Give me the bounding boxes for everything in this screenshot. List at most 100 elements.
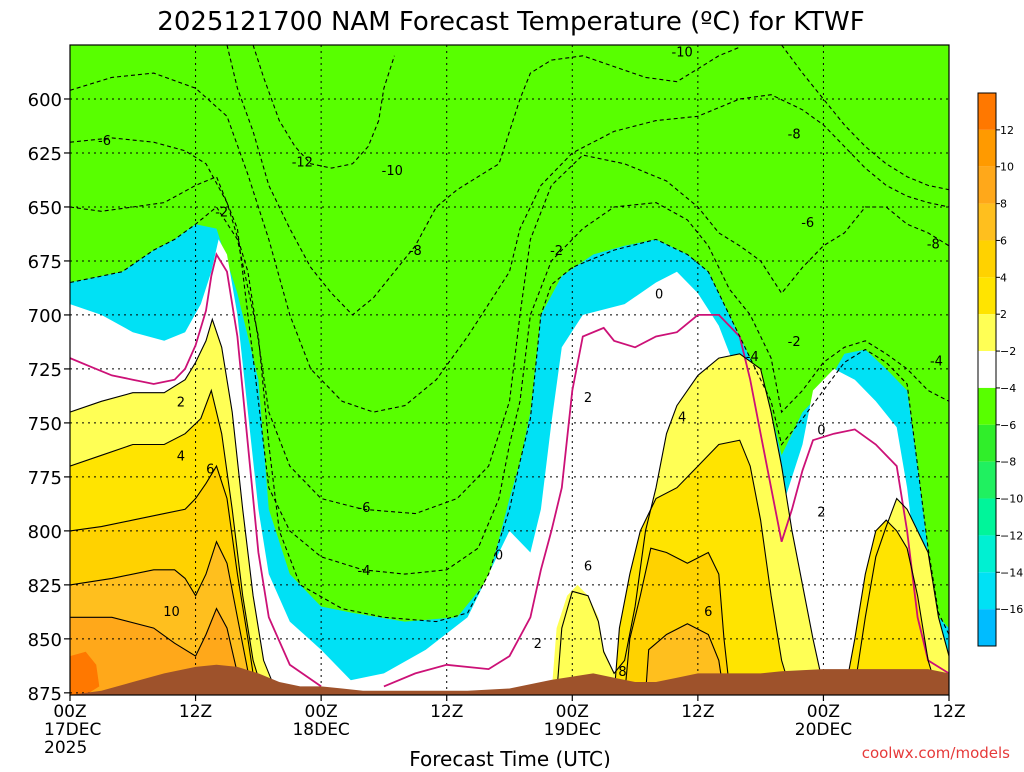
y-tick-label-3: 675 [28, 252, 62, 273]
contour-line-19 [70, 607, 244, 695]
colorbar-segment-12 [978, 572, 996, 610]
contour-line-14 [843, 519, 940, 695]
y-tick-label-6: 750 [28, 414, 62, 435]
colorbar-label-12: −14 [1000, 566, 1023, 579]
y-axis: 600 625 650 675 700 725 750 775 800 825 850 875 [28, 90, 70, 705]
y-tick-label-0: 600 [28, 90, 62, 111]
contour-label-18: 4 [177, 449, 185, 464]
contour-label-3: -10 [382, 164, 403, 179]
y-tick-label-1: 625 [28, 144, 62, 165]
colorbar-label-3: 6 [1000, 234, 1007, 247]
terrain-ground [70, 664, 949, 695]
y-tick-label-11: 875 [28, 684, 62, 705]
colorbar-label-13: −16 [1000, 603, 1023, 616]
contour-line-5 [70, 72, 949, 413]
temperature-band-13-0 [70, 651, 100, 695]
contour-line-13 [613, 439, 793, 695]
contour-label-5: -2 [215, 205, 228, 220]
contour-line-7 [781, 45, 949, 191]
colorbar-label-11: −12 [1000, 529, 1023, 542]
colorbar-segment-0 [978, 129, 996, 167]
contour-line-4 [70, 137, 949, 515]
contour-label-11: -4 [746, 350, 759, 365]
colorbar-label-10: −10 [1000, 493, 1023, 506]
colorbar-segment-11 [978, 535, 996, 573]
plot-frame [69, 44, 950, 696]
contour-label-25: 10 [163, 605, 180, 620]
colorbar-segment-9 [978, 461, 996, 499]
x-tick-label-2-1: 18DEC [292, 720, 349, 740]
contour-label-0: -10 [672, 45, 693, 60]
x-tick-label-6-0: 00Z [807, 702, 840, 722]
contour-line-15 [70, 464, 257, 695]
colorbar-segment-10 [978, 498, 996, 536]
credit-text: coolwx.com/models [862, 744, 1010, 762]
contour-line-10 [556, 353, 824, 695]
contour-line-6 [226, 45, 740, 316]
contour-label-13: -4 [930, 354, 943, 369]
contour-label-15: 2 [584, 391, 592, 406]
y-tick-label-4: 700 [28, 306, 62, 327]
chart-title: 2025121700 NAM Forecast Temperature (ºC)… [157, 7, 864, 37]
x-axis-label: Forecast Time (UTC) [409, 747, 611, 768]
contour-label-4: -8 [788, 128, 801, 143]
contour-label-17: 0 [817, 423, 825, 438]
contour-label-27: 2 [534, 637, 542, 652]
contour-label-2: -12 [292, 156, 313, 171]
contour-label-19: 6 [206, 462, 214, 477]
contour-label-12: -2 [788, 335, 801, 350]
contour-label-14: 2 [177, 395, 185, 410]
contour-line-18 [644, 623, 725, 695]
colorbar-segment-3 [978, 240, 996, 278]
contour-line-11 [854, 497, 949, 687]
colorbar-segment-2 [978, 203, 996, 241]
terrain-layer [70, 664, 949, 695]
y-tick-label-5: 725 [28, 360, 62, 381]
colorbar-frame [977, 92, 997, 647]
colorbar-segment-6 [978, 351, 996, 388]
temperature-band-6-0 [70, 45, 949, 629]
contour-label-23: 6 [584, 559, 592, 574]
contour-label-21: 2 [817, 505, 825, 520]
contour-line-8 [252, 45, 395, 169]
contour-line-0 [70, 252, 322, 688]
contour-label-20: -6 [358, 501, 371, 516]
contour-line-17 [70, 540, 252, 695]
contour-label-22: 0 [495, 549, 503, 564]
x-tick-label-0-2: 2025 [44, 738, 87, 758]
colorbar-segment-8 [978, 424, 996, 462]
contour-label-28: 8 [618, 665, 626, 680]
x-tick-label-2-0: 00Z [305, 702, 338, 722]
x-tick-label-3-0: 12Z [430, 702, 463, 722]
colorbar-label-9: −8 [1000, 456, 1016, 469]
contour-line-2 [70, 206, 949, 635]
colorbar-segment-7 [978, 387, 996, 425]
x-tick-label-0-1: 17DEC [44, 720, 101, 740]
y-tick-label-8: 800 [28, 522, 62, 543]
colorbar-label-1: 10 [1000, 161, 1014, 174]
x-tick-label-4-0: 00Z [556, 702, 589, 722]
contour-label-1: -6 [98, 134, 111, 149]
colorbar-label-0: 12 [1000, 124, 1014, 137]
colorbar-label-8: −6 [1000, 419, 1016, 432]
y-tick-label-7: 775 [28, 468, 62, 489]
x-tick-label-6-1: 20DEC [795, 720, 852, 740]
contour-label-8: -2 [550, 244, 563, 259]
contour-label-9: -8 [927, 238, 940, 253]
contour-label-7: -8 [409, 244, 422, 259]
contour-line-16 [624, 547, 741, 695]
contour-label-24: -4 [358, 564, 371, 579]
contour-label-16: 4 [678, 410, 686, 425]
x-tick-label-4-1: 19DEC [544, 720, 601, 740]
y-tick-label-2: 650 [28, 198, 62, 219]
colorbar-label-7: −4 [1000, 382, 1016, 395]
colorbar-segment-4 [978, 277, 996, 315]
contour-label-26: 6 [704, 605, 712, 620]
colorbar: 12 10 8 6 4 2 −2 −4 −6 −8 −10 −12 −14 −16 [977, 92, 1023, 647]
colorbar-label-4: 4 [1000, 271, 1007, 284]
colorbar-segment-13 [978, 609, 996, 646]
contour-lines [70, 45, 949, 695]
